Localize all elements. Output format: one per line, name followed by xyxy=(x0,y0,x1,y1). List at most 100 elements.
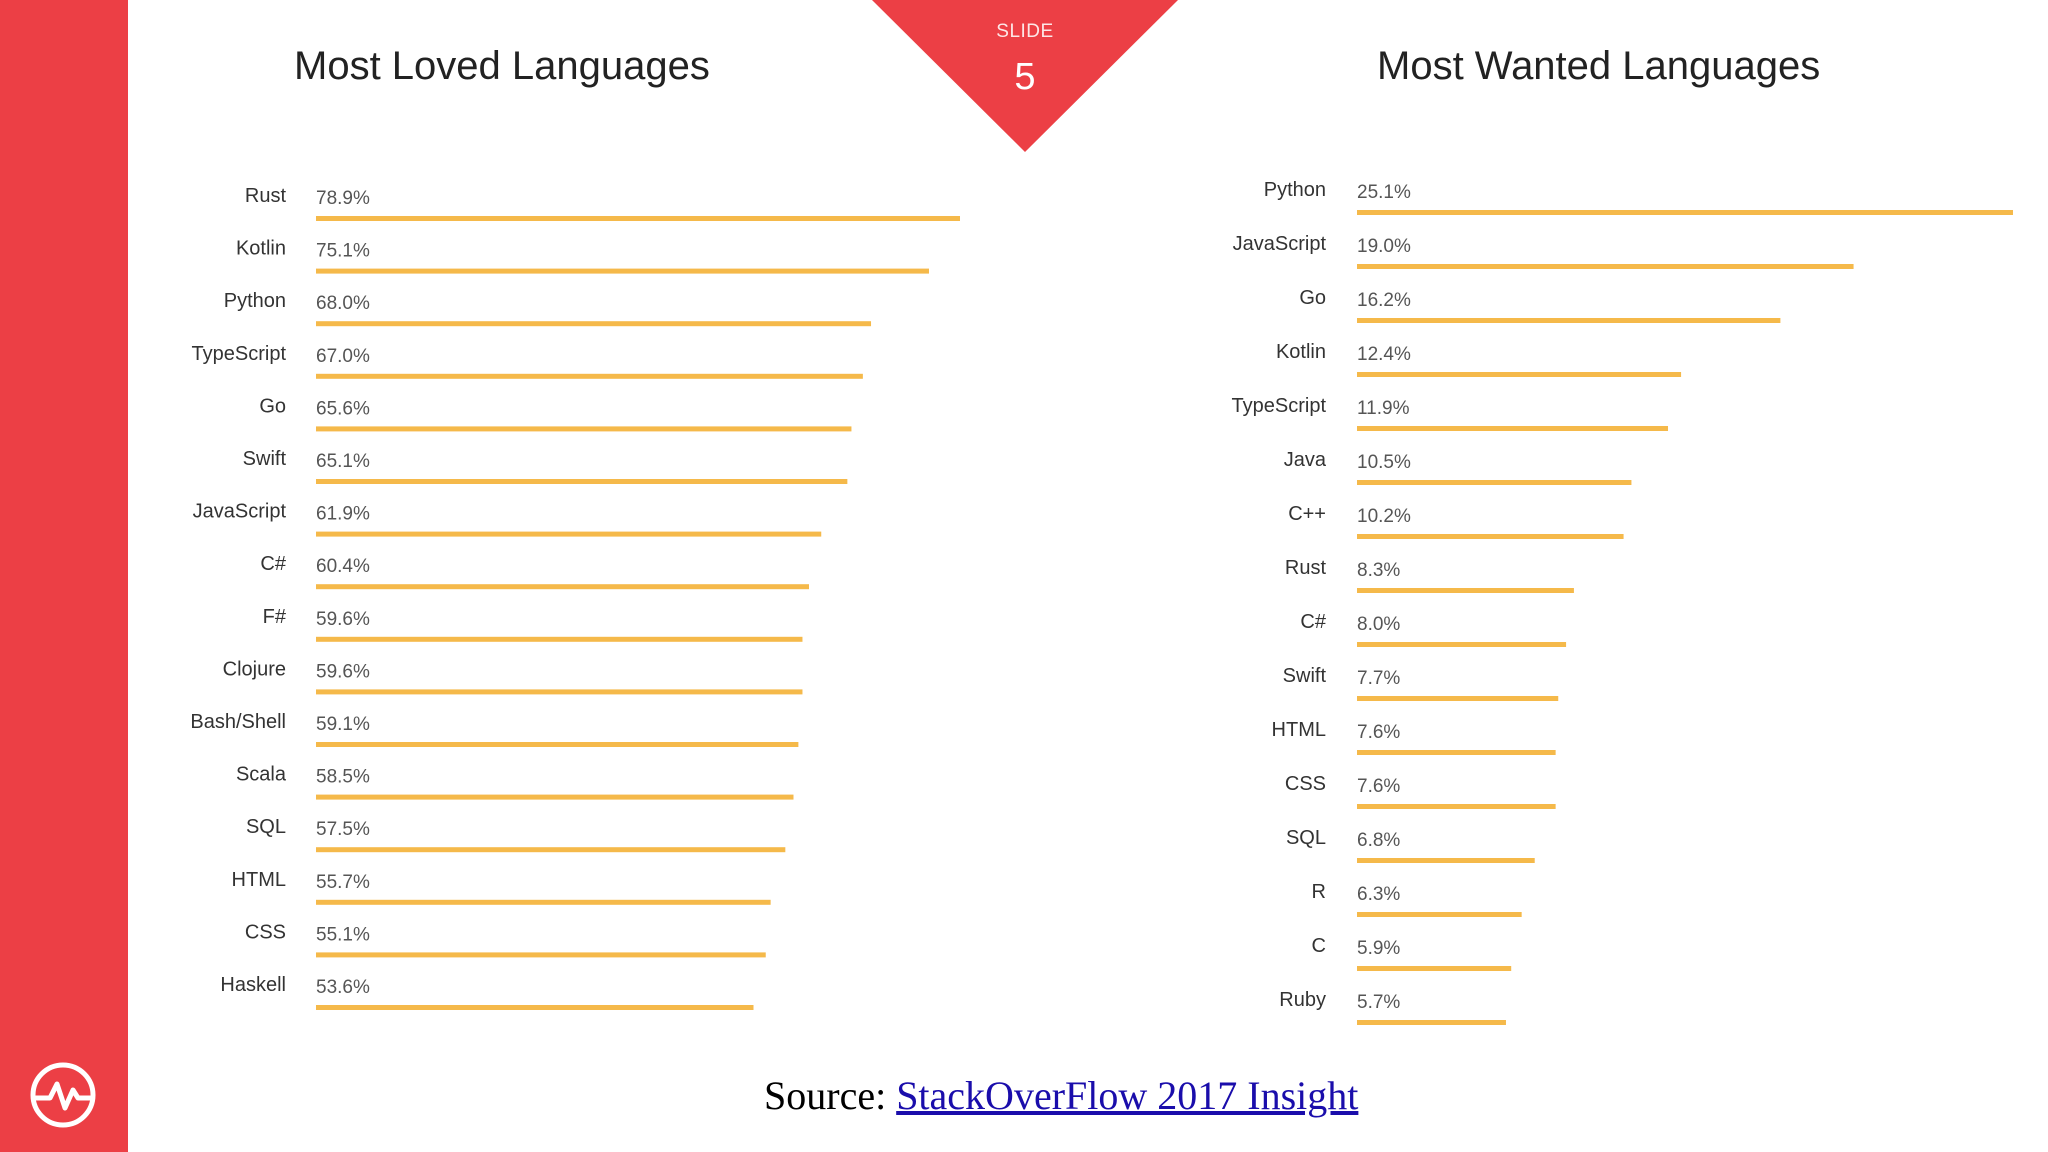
wanted-bar xyxy=(1357,696,1559,701)
loved-category-label: Haskell xyxy=(220,974,286,996)
loved-category-label: JavaScript xyxy=(193,501,287,523)
wanted-category-label: Rust xyxy=(1285,557,1327,579)
loved-category-label: Swift xyxy=(243,448,287,470)
wanted-chart-title: Most Wanted Languages xyxy=(1377,44,1821,88)
slide-word: SLIDE xyxy=(996,21,1054,42)
loved-bar xyxy=(316,742,799,747)
loved-value-label: 57.5% xyxy=(316,819,370,840)
wanted-bar xyxy=(1357,534,1624,539)
wanted-bar xyxy=(1357,372,1682,377)
wanted-bar xyxy=(1357,318,1781,323)
loved-bar xyxy=(316,636,803,642)
source-prefix: Source: xyxy=(764,1073,887,1118)
wanted-value-label: 8.3% xyxy=(1357,560,1400,581)
wanted-category-label: CSS xyxy=(1285,773,1326,795)
wanted-category-label: C# xyxy=(1300,611,1326,633)
wanted-category-label: TypeScript xyxy=(1232,395,1327,417)
loved-value-label: 65.6% xyxy=(316,398,370,419)
wanted-bar xyxy=(1357,264,1854,269)
wanted-bar xyxy=(1357,912,1522,917)
slide-number: 5 xyxy=(1014,56,1036,98)
wanted-value-label: 5.9% xyxy=(1357,938,1400,959)
sidebar xyxy=(0,0,128,1152)
wanted-category-label: C++ xyxy=(1288,503,1326,525)
loved-category-label: CSS xyxy=(245,921,286,943)
loved-bar xyxy=(316,426,852,432)
loved-value-label: 55.1% xyxy=(316,924,370,945)
wanted-value-label: 10.2% xyxy=(1357,506,1411,527)
wanted-value-label: 12.4% xyxy=(1357,344,1411,365)
loved-value-label: 59.6% xyxy=(316,661,370,682)
wanted-value-label: 11.9% xyxy=(1357,398,1410,419)
wanted-bar xyxy=(1357,642,1567,647)
loved-category-label: Rust xyxy=(245,185,287,207)
loved-value-label: 59.1% xyxy=(316,714,370,735)
loved-category-label: Clojure xyxy=(223,658,286,680)
wanted-value-label: 16.2% xyxy=(1357,290,1411,311)
source-citation: Source: StackOverFlow 2017 Insight xyxy=(764,1072,1358,1119)
wanted-category-label: R xyxy=(1312,881,1326,903)
wanted-category-label: Swift xyxy=(1283,665,1327,687)
wanted-bar xyxy=(1357,804,1556,809)
wanted-bar xyxy=(1357,858,1535,863)
slide-marker xyxy=(872,0,1178,152)
wanted-category-label: Ruby xyxy=(1279,989,1326,1011)
loved-bar xyxy=(316,373,863,379)
wanted-value-label: 7.7% xyxy=(1357,668,1400,689)
wanted-value-label: 6.8% xyxy=(1357,830,1400,851)
wanted-bar xyxy=(1357,210,2013,215)
wanted-value-label: 25.1% xyxy=(1357,182,1411,203)
loved-value-label: 75.1% xyxy=(316,241,370,262)
loved-value-label: 61.9% xyxy=(316,504,370,525)
loved-bar xyxy=(316,794,794,800)
wanted-bar xyxy=(1357,480,1632,485)
loved-bar xyxy=(316,268,929,274)
wanted-category-label: Python xyxy=(1264,179,1326,201)
loved-category-label: Scala xyxy=(236,764,287,786)
wanted-value-label: 19.0% xyxy=(1357,236,1411,257)
loved-chart-title: Most Loved Languages xyxy=(294,44,710,88)
pulse-logo-icon xyxy=(30,1062,96,1128)
loved-bar xyxy=(316,1005,754,1010)
loved-category-label: Kotlin xyxy=(236,238,286,260)
loved-bar xyxy=(316,847,786,853)
wanted-value-label: 5.7% xyxy=(1357,992,1400,1013)
loved-bar xyxy=(316,952,766,958)
wanted-value-label: 7.6% xyxy=(1357,722,1400,743)
wanted-bar xyxy=(1357,1020,1506,1025)
loved-bar xyxy=(316,321,872,327)
loved-value-label: 68.0% xyxy=(316,293,370,314)
wanted-value-label: 10.5% xyxy=(1357,452,1411,473)
loved-value-label: 59.6% xyxy=(316,609,370,630)
wanted-bar xyxy=(1357,426,1669,431)
loved-value-label: 55.7% xyxy=(316,872,370,893)
loved-category-label: Python xyxy=(224,290,286,312)
loved-bar xyxy=(316,899,771,905)
loved-bar xyxy=(316,479,848,484)
wanted-value-label: 7.6% xyxy=(1357,776,1400,797)
loved-category-label: TypeScript xyxy=(192,343,287,365)
loved-bar xyxy=(316,689,803,695)
loved-category-label: SQL xyxy=(246,816,286,838)
wanted-value-label: 8.0% xyxy=(1357,614,1400,635)
source-link[interactable]: StackOverFlow 2017 Insight xyxy=(896,1073,1359,1118)
loved-bar xyxy=(316,584,809,590)
wanted-bar xyxy=(1357,588,1574,593)
wanted-category-label: Go xyxy=(1299,287,1326,309)
loved-value-label: 65.1% xyxy=(316,451,370,472)
loved-category-label: HTML xyxy=(232,869,286,891)
wanted-category-label: JavaScript xyxy=(1233,233,1327,255)
wanted-value-label: 6.3% xyxy=(1357,884,1400,905)
wanted-bar xyxy=(1357,750,1556,755)
loved-value-label: 67.0% xyxy=(316,346,370,367)
wanted-category-label: Java xyxy=(1284,449,1327,471)
loved-bar xyxy=(316,216,960,221)
loved-category-label: C# xyxy=(260,553,286,575)
wanted-bar xyxy=(1357,966,1512,971)
wanted-category-label: Kotlin xyxy=(1276,341,1326,363)
loved-category-label: Bash/Shell xyxy=(190,711,286,733)
loved-value-label: 60.4% xyxy=(316,556,370,577)
loved-category-label: F# xyxy=(263,606,287,628)
